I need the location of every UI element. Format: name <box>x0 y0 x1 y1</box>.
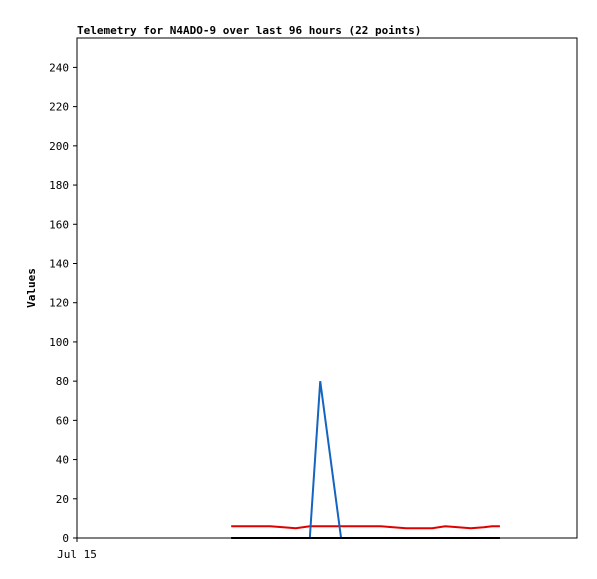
y-tick-label: 40 <box>56 454 69 467</box>
y-tick-label: 80 <box>56 375 69 388</box>
y-tick-label: 60 <box>56 414 69 427</box>
y-tick-label: 160 <box>49 218 69 231</box>
chart-title: Telemetry for N4ADO-9 over last 96 hours… <box>77 24 421 37</box>
x-tick-label: Jul 15 <box>57 548 97 561</box>
y-tick-label: 200 <box>49 140 69 153</box>
y-tick-label: 140 <box>49 257 69 270</box>
y-tick-label: 220 <box>49 101 69 114</box>
y-tick-label: 100 <box>49 336 69 349</box>
y-tick-label: 240 <box>49 61 69 74</box>
line-series <box>231 525 500 530</box>
y-tick-label: 180 <box>49 179 69 192</box>
y-tick-label: 0 <box>62 532 69 545</box>
y-tick-label: 20 <box>56 493 69 506</box>
y-tick-label: 120 <box>49 297 69 310</box>
y-axis-label: Values <box>25 268 38 308</box>
